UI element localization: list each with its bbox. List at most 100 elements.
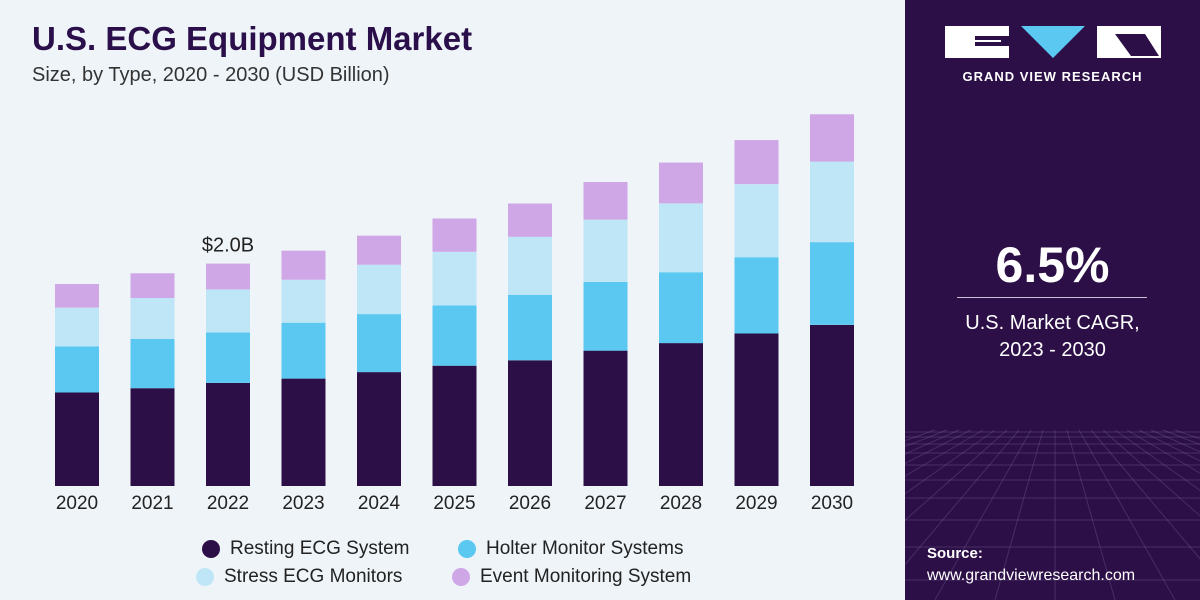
bar-2028-series-2 [659, 203, 703, 273]
cagr-label-line2: 2023 - 2030 [999, 339, 1106, 361]
bar-2027-series-1 [583, 281, 628, 351]
chart-panel: U.S. ECG Equipment Market Size, by Type,… [0, 0, 905, 600]
bar-2026-series-1 [508, 294, 552, 361]
bar-2021-series-1 [130, 338, 175, 389]
grid-line-v-6 [905, 429, 1008, 521]
x-tick-label-2020: 2020 [56, 493, 98, 514]
bar-2029-series-0 [734, 333, 779, 486]
brand-name: GRAND VIEW RESEARCH [962, 69, 1143, 84]
legend-swatch-2 [196, 568, 214, 586]
bar-2028-series-3 [659, 162, 703, 204]
bar-2030-series-0 [810, 324, 854, 486]
bar-2025-series-1 [432, 305, 477, 366]
bar-2027-series-3 [583, 182, 628, 220]
x-tick-label-2024: 2024 [358, 493, 401, 514]
bar-2022-series-2 [206, 289, 250, 333]
x-tick-label-2021: 2021 [131, 493, 173, 514]
bar-2028-series-1 [659, 272, 703, 344]
grid-line-v-16 [1126, 429, 1200, 474]
data-label-2022: $2.0B [202, 235, 254, 257]
bar-2025-series-0 [432, 365, 477, 486]
x-tick-label-2023: 2023 [282, 493, 324, 514]
legend-label-3: Event Monitoring System [480, 566, 692, 587]
chart-title: U.S. ECG Equipment Market [32, 20, 473, 57]
cagr-label: U.S. Market CAGR, 2023 - 2030 [905, 310, 1200, 364]
grid-line-v-14 [1102, 429, 1200, 517]
bar-2026-series-2 [508, 236, 552, 295]
bar-2029-series-3 [734, 140, 779, 185]
legend-label-1: Holter Monitor Systems [486, 538, 684, 559]
x-tick-label-2026: 2026 [509, 493, 551, 514]
bar-2020-series-3 [55, 284, 99, 308]
bar-2021-series-2 [130, 298, 175, 339]
x-tick-label-2030: 2030 [811, 493, 853, 514]
bar-2029-series-2 [734, 184, 779, 258]
decorative-grid [905, 429, 1200, 600]
bar-2024-series-2 [357, 264, 401, 315]
bar-2021-series-0 [130, 388, 175, 486]
bar-2020-series-0 [55, 392, 99, 486]
grand-view-research-logo [945, 26, 1161, 58]
legend-item-2: Stress ECG Monitors [196, 566, 402, 588]
bar-2022-series-3 [206, 263, 250, 290]
bar-2023-series-2 [281, 279, 326, 323]
bar-2020-series-2 [55, 307, 99, 347]
legend-item-3: Event Monitoring System [452, 566, 691, 588]
x-tick-label-2027: 2027 [584, 493, 626, 514]
x-tick-label-2022: 2022 [207, 493, 249, 514]
bar-2022-series-1 [206, 332, 250, 383]
grid-line-v-19 [1162, 429, 1200, 446]
grid-line-v-13 [1090, 429, 1200, 560]
bar-2023-series-3 [281, 250, 326, 280]
bar-2022-series-0 [206, 382, 250, 486]
grid-line-v-12 [1078, 429, 1176, 600]
bar-2024-series-3 [357, 235, 401, 265]
cagr-label-line1: U.S. Market CAGR, [965, 312, 1140, 334]
bar-2024-series-0 [357, 372, 401, 486]
grid-line-v-3 [905, 429, 972, 464]
logo-v-triangle [1021, 26, 1085, 58]
grid-line-v-17 [1138, 429, 1200, 462]
legend-item-0: Resting ECG System [202, 538, 410, 560]
bar-2024-series-1 [357, 314, 401, 373]
bar-2029-series-1 [734, 257, 779, 334]
bar-2027-series-0 [583, 350, 628, 486]
grid-line-v-7 [905, 429, 1020, 566]
grid-line-v-15 [1114, 429, 1200, 491]
cagr-value: 6.5% [995, 237, 1110, 293]
legend-label-2: Stress ECG Monitors [224, 566, 403, 587]
bar-2026-series-3 [508, 203, 552, 237]
source-url[interactable]: www.grandviewresearch.com [927, 567, 1136, 584]
chart-subtitle: Size, by Type, 2020 - 2030 (USD Billion) [32, 64, 390, 86]
cagr-divider [957, 297, 1147, 298]
x-tick-label-2025: 2025 [433, 493, 475, 514]
legend-swatch-1 [458, 540, 476, 558]
grid-line-v-18 [1150, 429, 1200, 453]
bar-2030-series-1 [810, 242, 854, 325]
bar-2026-series-0 [508, 360, 552, 486]
chart-legend: Resting ECG System Holter Monitor Systems… [0, 534, 905, 594]
legend-label-0: Resting ECG System [230, 538, 410, 559]
logo-r-cut [1115, 34, 1159, 56]
legend-item-1: Holter Monitor Systems [458, 538, 683, 560]
grid-line-v-11 [1066, 429, 1116, 600]
stacked-bar-chart: 2020 2021 2022 $2.0B 2023 2024 2025 2026 2027 202… [55, 114, 854, 514]
bar-2028-series-0 [659, 343, 703, 486]
bar-2027-series-2 [583, 219, 628, 282]
x-tick-label-2029: 2029 [735, 493, 777, 514]
x-tick-label-2028: 2028 [660, 493, 702, 514]
sidebar: GRAND VIEW RESEARCH 6.5% U.S. Market CAG… [905, 0, 1200, 600]
grid-line-v-4 [905, 429, 984, 477]
source-title: Source: [927, 545, 983, 562]
bar-2023-series-0 [281, 378, 326, 486]
bar-2030-series-3 [810, 114, 854, 162]
bar-2023-series-1 [281, 322, 326, 379]
legend-swatch-0 [202, 540, 220, 558]
bar-2021-series-3 [130, 273, 175, 298]
legend-swatch-3 [452, 568, 470, 586]
logo-g-inner [975, 40, 1001, 42]
bar-2025-series-3 [432, 218, 477, 252]
bar-2020-series-1 [55, 346, 99, 393]
bar-2025-series-2 [432, 251, 477, 306]
